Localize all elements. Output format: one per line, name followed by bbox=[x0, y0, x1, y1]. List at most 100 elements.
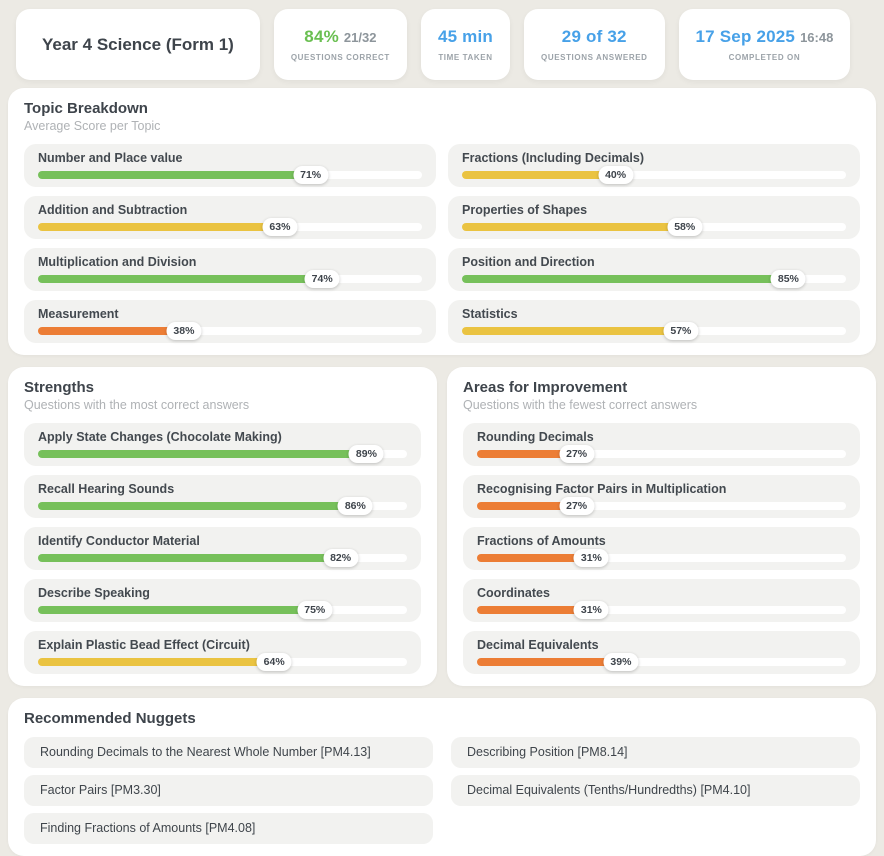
strength-label: Recall Hearing Sounds bbox=[38, 482, 175, 496]
improvement-score-row: Rounding Decimals 27% bbox=[463, 423, 860, 466]
progress-bar: 89% bbox=[38, 445, 407, 463]
mid-row: Strengths Questions with the most correc… bbox=[8, 367, 876, 686]
progress-bar-fill bbox=[38, 502, 356, 510]
progress-bar: 31% bbox=[477, 549, 846, 567]
progress-bar-fill bbox=[38, 171, 311, 179]
progress-bar: 71% bbox=[38, 166, 422, 184]
topic-label: Fractions (Including Decimals) bbox=[462, 151, 644, 165]
percent-badge: 89% bbox=[348, 445, 384, 463]
progress-bar: 86% bbox=[38, 497, 407, 515]
stat-value-row: 84% 21/32 bbox=[304, 27, 376, 47]
stat-label: QUESTIONS CORRECT bbox=[290, 53, 390, 62]
stat-value-row: 45 min bbox=[438, 27, 493, 47]
nugget-link[interactable]: Decimal Equivalents (Tenths/Hundredths) … bbox=[451, 775, 860, 806]
stat-card: 17 Sep 2025 16:48 COMPLETED ON bbox=[678, 9, 851, 80]
percent-badge: 38% bbox=[166, 322, 202, 340]
progress-bar: 64% bbox=[38, 653, 407, 671]
nugget-link[interactable]: Factor Pairs [PM3.30] bbox=[24, 775, 433, 806]
topic-score-row: Multiplication and Division 74% bbox=[24, 248, 436, 291]
topic-score-row: Fractions (Including Decimals) 40% bbox=[448, 144, 860, 187]
strength-score-row: Apply State Changes (Chocolate Making) 8… bbox=[24, 423, 421, 466]
strength-score-row: Identify Conductor Material 82% bbox=[24, 527, 421, 570]
stat-value: 17 Sep 2025 bbox=[695, 27, 796, 46]
topic-score-row: Number and Place value 71% bbox=[24, 144, 436, 187]
progress-bar-fill bbox=[38, 450, 367, 458]
progress-bar: 38% bbox=[38, 322, 422, 340]
topic-label: Multiplication and Division bbox=[38, 255, 197, 269]
nugget-link[interactable]: Describing Position [PM8.14] bbox=[451, 737, 860, 768]
topic-score-row: Position and Direction 85% bbox=[448, 248, 860, 291]
stat-value-row: 29 of 32 bbox=[562, 27, 627, 47]
progress-bar-fill bbox=[38, 658, 275, 666]
recommended-nuggets-title: Recommended Nuggets bbox=[24, 710, 196, 727]
topic-label: Position and Direction bbox=[462, 255, 595, 269]
percent-badge: 71% bbox=[293, 166, 329, 184]
nugget-link[interactable]: Rounding Decimals to the Nearest Whole N… bbox=[24, 737, 433, 768]
stat-card: 84% 21/32 QUESTIONS CORRECT bbox=[273, 9, 407, 80]
progress-bar: 39% bbox=[477, 653, 846, 671]
strength-label: Describe Speaking bbox=[38, 586, 150, 600]
improvement-label: Rounding Decimals bbox=[477, 430, 594, 444]
progress-bar: 57% bbox=[462, 322, 846, 340]
strength-label: Explain Plastic Bead Effect (Circuit) bbox=[38, 638, 250, 652]
improvement-label: Coordinates bbox=[477, 586, 550, 600]
topic-label: Statistics bbox=[462, 307, 518, 321]
improvements-panel: Areas for Improvement Questions with the… bbox=[447, 367, 876, 686]
nugget-link[interactable]: Finding Fractions of Amounts [PM4.08] bbox=[24, 813, 433, 844]
stat-secondary-value: 16:48 bbox=[800, 30, 834, 45]
percent-badge: 31% bbox=[573, 601, 609, 619]
improvement-score-row: Decimal Equivalents 39% bbox=[463, 631, 860, 674]
progress-bar-fill bbox=[462, 171, 616, 179]
topic-score-row: Properties of Shapes 58% bbox=[448, 196, 860, 239]
nuggets-grid: Rounding Decimals to the Nearest Whole N… bbox=[24, 737, 860, 844]
percent-badge: 74% bbox=[304, 270, 340, 288]
topic-label: Properties of Shapes bbox=[462, 203, 588, 217]
progress-bar: 63% bbox=[38, 218, 422, 236]
strength-label: Apply State Changes (Chocolate Making) bbox=[38, 430, 282, 444]
improvements-title: Areas for Improvement bbox=[463, 379, 628, 396]
progress-bar-fill bbox=[462, 275, 789, 283]
percent-badge: 64% bbox=[256, 653, 292, 671]
strength-score-row: Explain Plastic Bead Effect (Circuit) 64… bbox=[24, 631, 421, 674]
strengths-list: Apply State Changes (Chocolate Making) 8… bbox=[24, 423, 421, 674]
stat-value-row: 17 Sep 2025 16:48 bbox=[696, 27, 834, 47]
strength-label: Identify Conductor Material bbox=[38, 534, 200, 548]
progress-bar: 40% bbox=[462, 166, 846, 184]
stat-value: 29 of 32 bbox=[561, 27, 627, 46]
progress-bar: 58% bbox=[462, 218, 846, 236]
progress-bar: 85% bbox=[462, 270, 846, 288]
strengths-title: Strengths bbox=[24, 379, 95, 396]
progress-bar-fill bbox=[477, 502, 577, 510]
strengths-subtitle: Questions with the most correct answers bbox=[24, 398, 250, 412]
progress-bar: 27% bbox=[477, 445, 846, 463]
progress-bar: 74% bbox=[38, 270, 422, 288]
strength-score-row: Describe Speaking 75% bbox=[24, 579, 421, 622]
topic-score-row: Statistics 57% bbox=[448, 300, 860, 343]
progress-bar: 82% bbox=[38, 549, 407, 567]
stat-card: 29 of 32 QUESTIONS ANSWERED bbox=[524, 9, 665, 80]
percent-badge: 57% bbox=[663, 322, 699, 340]
progress-bar-fill bbox=[477, 450, 577, 458]
improvement-label: Fractions of Amounts bbox=[477, 534, 606, 548]
progress-bar-fill bbox=[38, 275, 323, 283]
topic-label: Addition and Subtraction bbox=[38, 203, 188, 217]
improvement-score-row: Coordinates 31% bbox=[463, 579, 860, 622]
quiz-title: Year 4 Science (Form 1) bbox=[42, 34, 234, 54]
percent-badge: 40% bbox=[598, 166, 634, 184]
percent-badge: 63% bbox=[262, 218, 298, 236]
improvement-label: Decimal Equivalents bbox=[477, 638, 599, 652]
stat-label: COMPLETED ON bbox=[728, 53, 801, 62]
progress-bar: 27% bbox=[477, 497, 846, 515]
percent-badge: 75% bbox=[297, 601, 333, 619]
improvement-label: Recognising Factor Pairs in Multiplicati… bbox=[477, 482, 727, 496]
improvement-score-row: Fractions of Amounts 31% bbox=[463, 527, 860, 570]
header-row: Year 4 Science (Form 1) 84% 21/32 QUESTI… bbox=[0, 0, 884, 88]
progress-bar-fill bbox=[477, 606, 592, 614]
topic-breakdown-panel: Topic Breakdown Average Score per Topic … bbox=[8, 88, 876, 355]
percent-badge: 39% bbox=[603, 653, 639, 671]
stat-secondary-value: 21/32 bbox=[343, 30, 377, 45]
topic-breakdown-title: Topic Breakdown bbox=[24, 100, 148, 117]
progress-bar-fill bbox=[38, 554, 341, 562]
recommended-nuggets-panel: Recommended Nuggets Rounding Decimals to… bbox=[8, 698, 876, 856]
topic-breakdown-grid: Number and Place value 71% Fractions (In… bbox=[24, 144, 860, 343]
